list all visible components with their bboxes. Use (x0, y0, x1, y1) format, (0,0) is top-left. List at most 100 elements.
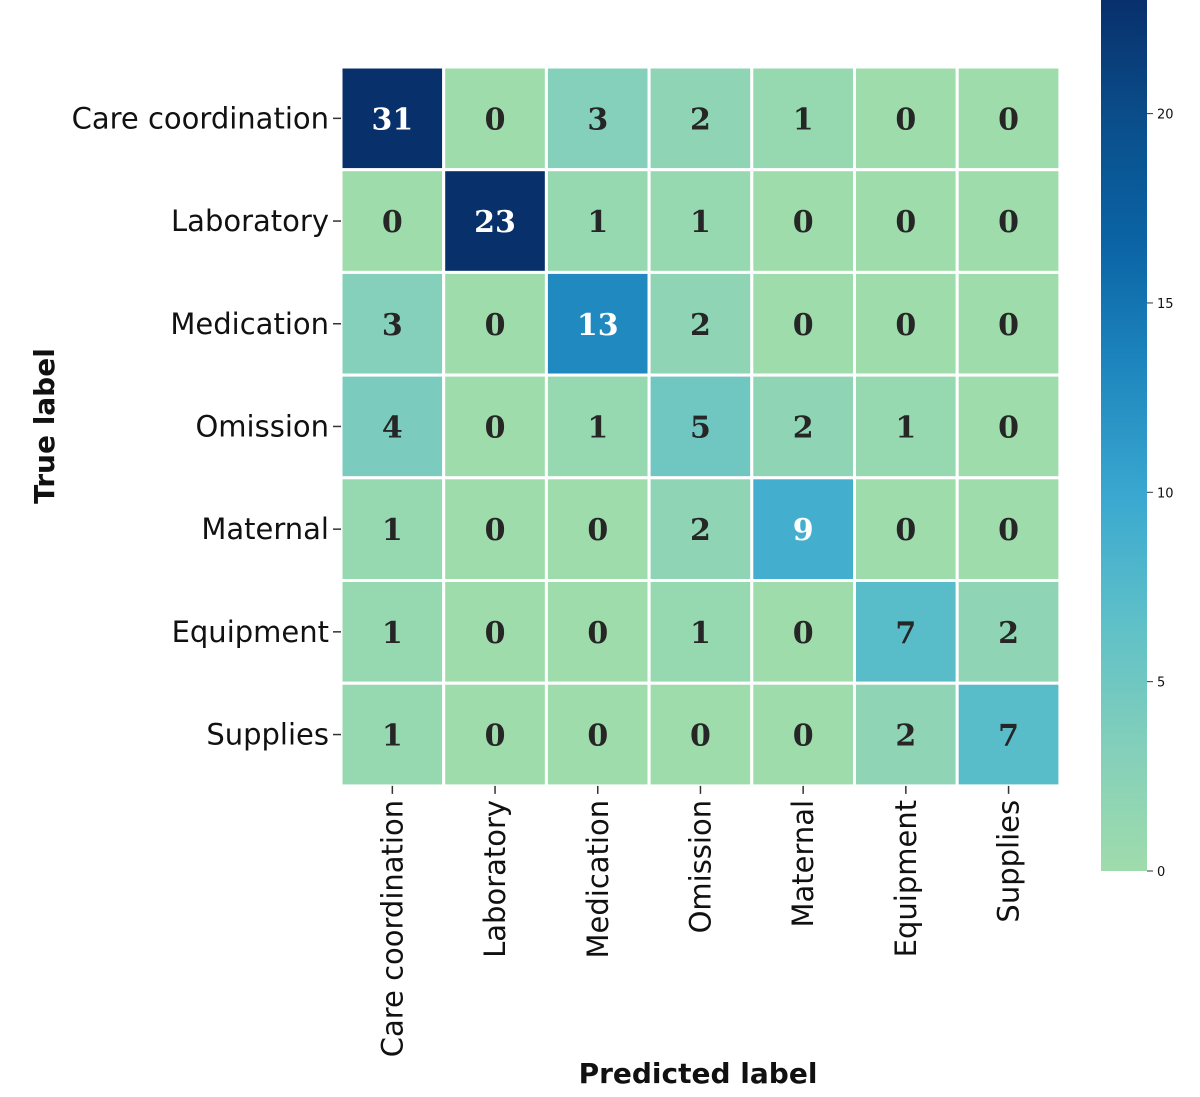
cell-value-label: 0 (793, 308, 814, 343)
cell-value-label: 0 (998, 308, 1019, 343)
heatmap-cell (544, 476, 651, 582)
cell-value-label: 2 (793, 410, 814, 445)
x-tick-label-equipment: Equipment (889, 800, 923, 957)
cell-value-label: 0 (587, 719, 608, 754)
y-tick-label-laboratory: Laboratory (171, 204, 329, 238)
heatmap-cell (442, 373, 548, 480)
y-tick-label-medication: Medication (170, 307, 329, 341)
y-axis-title: True label (28, 348, 61, 504)
heatmap-cell (853, 65, 959, 172)
cell-value-label: 2 (690, 513, 711, 548)
cell-value-label: 0 (998, 205, 1019, 240)
cell-value-label: 1 (382, 719, 403, 754)
cell-value-label: 3 (382, 308, 403, 343)
heatmap-cell (339, 373, 446, 480)
heatmap-cells: 31 0 3 2 1 0 0 0 23 1 1 0 0 0 3 0 13 2 0 0 0 4 0 1 5 2 1 0 1 0 0 2 9 0 0 1 0… (339, 65, 1062, 788)
cell-value-label: 0 (998, 410, 1019, 445)
x-tick-label-omission: Omission (683, 800, 717, 934)
cell-value-label: 2 (690, 308, 711, 343)
cell-value-label: 0 (998, 102, 1019, 137)
y-tick-labels: Care coordination Laboratory Medication Omi… (72, 101, 341, 752)
x-tick-label-supplies: Supplies (992, 800, 1026, 923)
cell-value-label: 4 (382, 410, 403, 445)
cell-value-label: 0 (485, 616, 506, 651)
cell-value-label: 0 (382, 205, 403, 240)
heatmap-cell (955, 579, 1062, 685)
colorbar: 0 5 10 15 20 (1101, 0, 1174, 880)
y-tick-label-equipment: Equipment (172, 615, 329, 649)
cell-value-label: 1 (690, 616, 711, 651)
cell-value-label: 2 (895, 719, 916, 754)
cell-value-label: 1 (587, 205, 608, 240)
x-axis-title: Predicted label (579, 1057, 818, 1090)
heatmap-cell (853, 373, 959, 480)
heatmap-cell (442, 270, 548, 377)
colorbar-tick-label: 15 (1157, 297, 1174, 312)
heatmap-cell (955, 168, 1062, 274)
cell-value-label: 9 (793, 513, 814, 548)
cell-value-label: 7 (998, 719, 1019, 754)
heatmap-cell (955, 270, 1062, 377)
cell-value-label: 1 (587, 410, 608, 445)
cell-value-label: 1 (382, 513, 403, 548)
x-tick-label-maternal: Maternal (786, 800, 820, 928)
cell-value-label: 2 (998, 616, 1019, 651)
cell-value-label: 5 (690, 410, 711, 445)
heatmap-cell (750, 681, 856, 788)
cell-value-label: 0 (895, 513, 916, 548)
heatmap-cell (544, 168, 651, 274)
heatmap-cell (647, 270, 754, 377)
cell-value-label: 0 (998, 513, 1019, 548)
cell-value-label: 3 (587, 102, 608, 137)
colorbar-tick-label: 10 (1157, 486, 1174, 501)
x-tick-label-laboratory: Laboratory (478, 800, 512, 958)
y-tick-label-supplies: Supplies (206, 718, 329, 752)
cell-value-label: 0 (587, 513, 608, 548)
colorbar-tick-label: 20 (1157, 108, 1174, 123)
cell-value-label: 7 (895, 616, 916, 651)
heatmap-cell (339, 579, 446, 685)
cell-value-label: 2 (690, 102, 711, 137)
heatmap-cell (339, 476, 446, 582)
cell-value-label: 0 (485, 102, 506, 137)
heatmap-cell (544, 681, 651, 788)
cell-value-label: 1 (895, 410, 916, 445)
heatmap-cell (647, 681, 754, 788)
cell-value-label: 0 (587, 616, 608, 651)
heatmap-cell (955, 681, 1062, 788)
cell-value-label: 0 (485, 410, 506, 445)
cell-value-label: 31 (371, 102, 413, 137)
colorbar-tick-label: 5 (1157, 676, 1165, 691)
x-tick-labels: Care coordination Laboratory Medication Omi… (375, 785, 1026, 1057)
cell-value-label: 0 (895, 308, 916, 343)
colorbar-tick-label: 0 (1157, 865, 1165, 880)
cell-value-label: 0 (793, 205, 814, 240)
cell-value-label: 1 (793, 102, 814, 137)
cell-value-label: 1 (690, 205, 711, 240)
cell-value-label: 23 (474, 205, 516, 240)
x-tick-label-care-coordination: Care coordination (375, 800, 409, 1057)
heatmap-cell (750, 270, 856, 377)
y-tick-label-omission: Omission (195, 409, 329, 443)
cell-value-label: 0 (793, 719, 814, 754)
heatmap-cell (442, 65, 548, 172)
cell-value-label: 13 (577, 308, 619, 343)
cell-value-label: 1 (382, 616, 403, 651)
heatmap-cell (442, 579, 548, 685)
cell-value-label: 0 (485, 719, 506, 754)
cell-value-label: 0 (690, 719, 711, 754)
heatmap-cell (544, 270, 651, 377)
cell-value-label: 0 (895, 102, 916, 137)
cell-value-label: 0 (895, 205, 916, 240)
y-tick-label-care-coordination: Care coordination (72, 101, 329, 135)
heatmap-cell (853, 681, 959, 788)
cell-value-label: 0 (485, 308, 506, 343)
cell-value-label: 0 (793, 616, 814, 651)
y-tick-label-maternal: Maternal (201, 512, 329, 546)
colorbar-gradient (1101, 0, 1147, 871)
heatmap-cell (750, 168, 856, 274)
heatmap-cell (853, 270, 959, 377)
cell-value-label: 0 (485, 513, 506, 548)
x-tick-label-medication: Medication (581, 800, 615, 959)
